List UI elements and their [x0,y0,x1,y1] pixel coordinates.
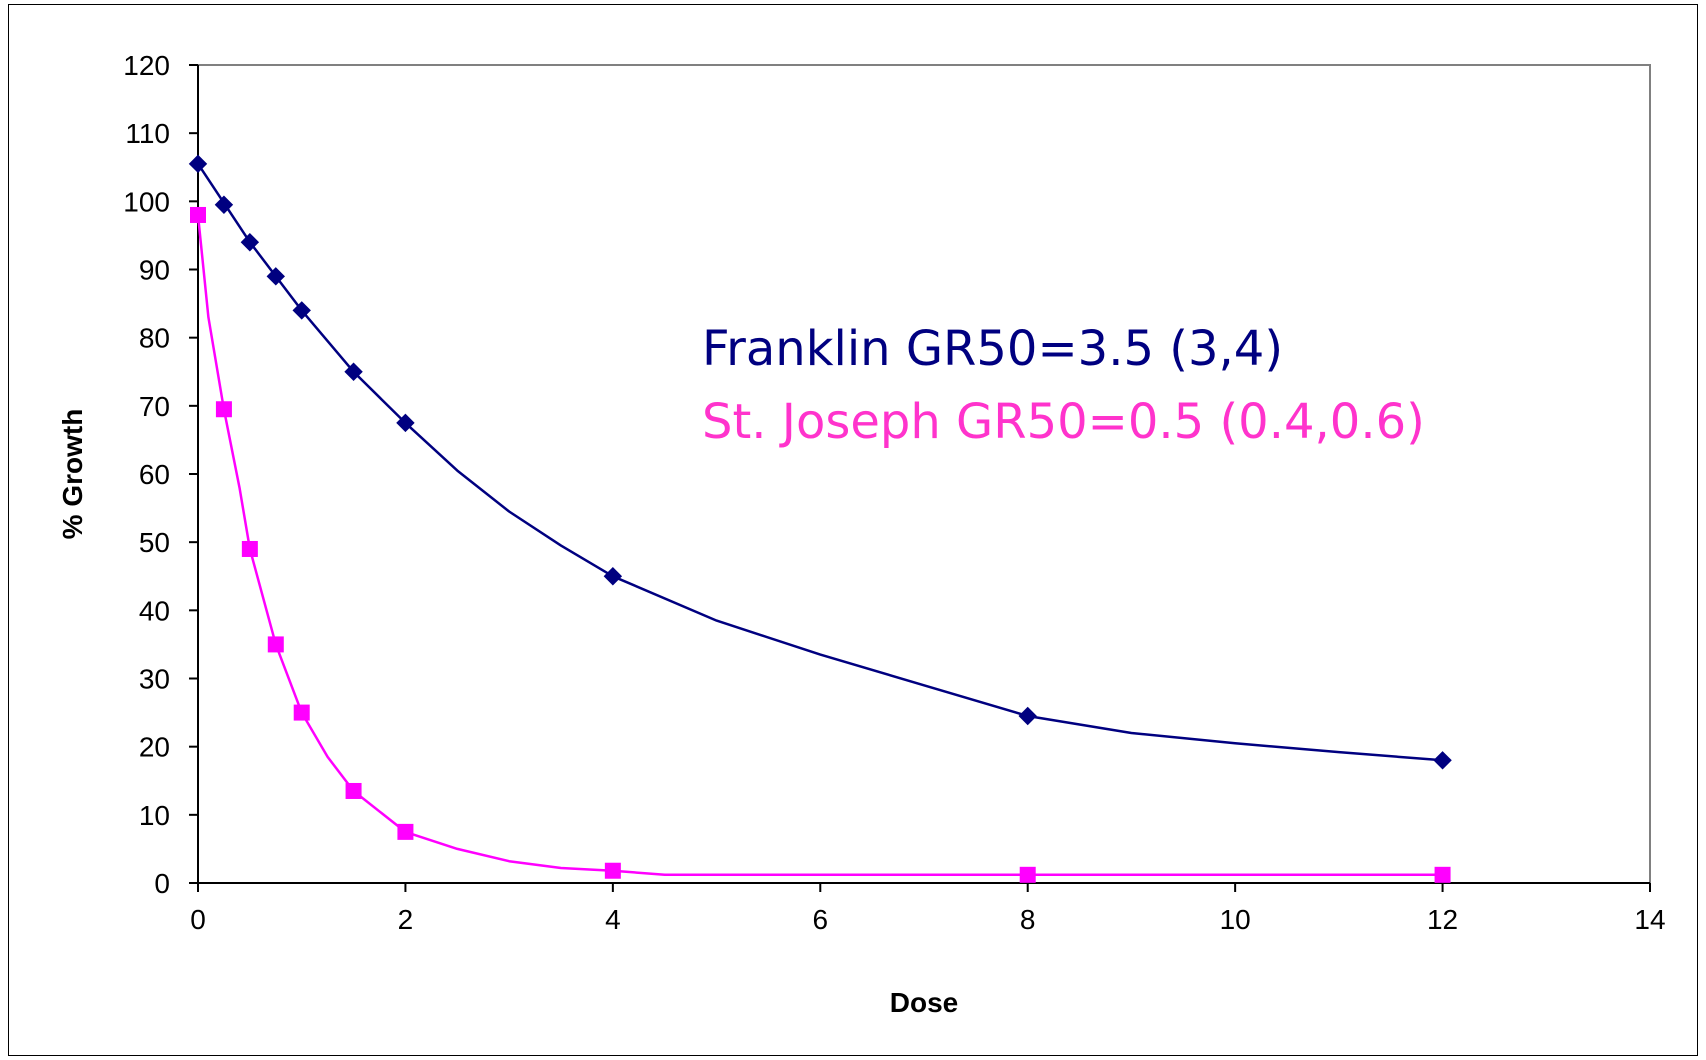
x-tick-label: 14 [1634,904,1665,935]
data-point-st-joseph [604,862,621,879]
y-tick-label: 90 [139,255,170,286]
x-axis-title: Dose [890,987,958,1018]
x-tick-label: 6 [812,904,828,935]
data-point-st-joseph [1434,866,1451,883]
plot-area [197,64,1651,884]
data-point-st-joseph [397,823,414,840]
y-tick-label: 10 [139,800,170,831]
y-axis-title: % Growth [57,409,88,540]
y-tick-label: 100 [123,186,170,217]
data-point-st-joseph [241,540,258,557]
y-tick-label: 110 [125,118,170,149]
data-point-franklin [344,362,363,381]
y-axis: 0 10 20 30 40 50 60 70 80 90 100 110 120 [123,50,199,899]
x-tick-label: 2 [398,904,414,935]
y-tick-label: 60 [139,459,170,490]
data-point-franklin [1433,751,1452,770]
data-point-franklin [266,267,285,286]
y-tick-label: 120 [123,50,170,81]
data-point-franklin [214,195,234,214]
y-tick-label: 40 [139,595,170,626]
annotation-st-joseph: St. Joseph GR50=0.5 (0.4,0.6) [702,394,1425,450]
x-tick-label: 10 [1220,904,1251,935]
series-layer [188,154,1452,883]
y-tick-label: 0 [154,868,170,899]
data-point-franklin [292,301,311,320]
data-point-st-joseph [267,636,284,653]
data-point-franklin [240,233,260,252]
annotation-franklin: Franklin GR50=3.5 (3,4) [702,321,1283,377]
x-tick-label: 4 [605,904,621,935]
data-point-franklin [396,413,415,433]
data-point-st-joseph [215,401,232,418]
y-tick-label: 70 [139,391,170,422]
x-tick-label: 0 [190,904,206,935]
data-point-st-joseph [293,704,310,721]
data-point-franklin [1018,706,1037,726]
series-st-joseph [190,206,1451,883]
y-tick-label: 50 [139,527,170,558]
x-tick-label: 8 [1020,904,1036,935]
data-point-st-joseph [190,206,206,223]
y-tick-label: 20 [139,732,170,763]
data-point-st-joseph [345,782,362,799]
data-point-franklin [603,567,623,586]
x-tick-label: 12 [1427,904,1458,935]
x-axis: 0 2 4 6 8 10 12 14 [190,882,1666,935]
y-tick-label: 80 [139,323,170,354]
y-tick-label: 30 [139,664,170,695]
data-point-franklin [188,154,208,174]
series-franklin [188,154,1452,770]
data-point-st-joseph [1019,866,1036,883]
